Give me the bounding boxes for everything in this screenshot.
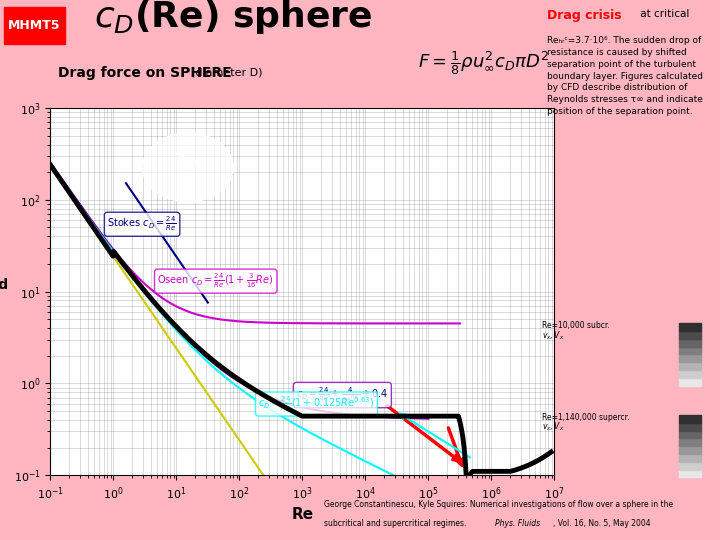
Text: George Constantinescu, Kyle Squires: Numerical investigations of flow over a sph: George Constantinescu, Kyle Squires: Num… <box>324 500 673 509</box>
Bar <box>679 331 701 339</box>
Text: $c_D$(Re) sphere: $c_D$(Re) sphere <box>94 0 372 37</box>
Text: MHMT5: MHMT5 <box>9 19 60 32</box>
Text: $c_D = \frac{24}{Re}(1+0.125 Re^{0.63})$: $c_D = \frac{24}{Re}(1+0.125 Re^{0.63})$ <box>258 395 374 413</box>
Text: Drag force on SPHERE: Drag force on SPHERE <box>58 66 231 80</box>
Bar <box>679 362 701 370</box>
Bar <box>679 423 701 431</box>
Bar <box>4 7 65 44</box>
Text: Oseen $c_D = \frac{24}{Re}(1+\frac{3}{16}Re)$: Oseen $c_D = \frac{24}{Re}(1+\frac{3}{16… <box>158 272 274 291</box>
Bar <box>679 323 701 331</box>
Text: subcritical and supercritical regimes.: subcritical and supercritical regimes. <box>324 519 469 529</box>
Text: Re=10,000 subcr.: Re=10,000 subcr. <box>542 321 610 330</box>
Text: D: D <box>197 160 205 171</box>
Text: at critical: at critical <box>637 9 690 19</box>
Bar <box>679 339 701 347</box>
Text: $v_x, V_x$: $v_x, V_x$ <box>542 421 564 433</box>
Bar <box>679 454 701 462</box>
Text: Phys. Fluids: Phys. Fluids <box>495 519 540 529</box>
Bar <box>679 431 701 438</box>
Circle shape <box>143 133 233 201</box>
Text: $F = \frac{1}{8}\rho u_\infty^2 c_D \pi D^2$: $F = \frac{1}{8}\rho u_\infty^2 c_D \pi … <box>418 49 549 77</box>
Text: , Vol. 16, No. 5, May 2004: , Vol. 16, No. 5, May 2004 <box>554 519 651 529</box>
Text: Re=1,140,000 supercr.: Re=1,140,000 supercr. <box>542 413 630 422</box>
Bar <box>679 370 701 378</box>
Text: Drag crisis: Drag crisis <box>547 9 622 22</box>
Bar <box>679 470 701 477</box>
Text: (diameter D): (diameter D) <box>191 68 262 78</box>
Text: Reₕᵣᶜ=3.7·10⁶. The sudden drop of
resistance is caused by shifted
separation poi: Reₕᵣᶜ=3.7·10⁶. The sudden drop of resist… <box>547 36 703 116</box>
Bar <box>679 415 701 423</box>
Y-axis label: cd: cd <box>0 278 9 292</box>
Bar <box>679 347 701 354</box>
Text: $v_x, V_x$: $v_x, V_x$ <box>542 329 564 341</box>
Bar <box>679 354 701 362</box>
Text: $c_D = \frac{24}{Re}+\frac{4}{Re^{0.5}}+0.4$: $c_D = \frac{24}{Re}+\frac{4}{Re^{0.5}}+… <box>297 386 389 405</box>
Bar <box>679 446 701 454</box>
X-axis label: Re: Re <box>292 507 313 522</box>
Bar <box>679 462 701 470</box>
Text: Stokes $c_D = \frac{24}{Re}$: Stokes $c_D = \frac{24}{Re}$ <box>107 215 177 233</box>
Bar <box>679 438 701 446</box>
Bar <box>679 378 701 386</box>
